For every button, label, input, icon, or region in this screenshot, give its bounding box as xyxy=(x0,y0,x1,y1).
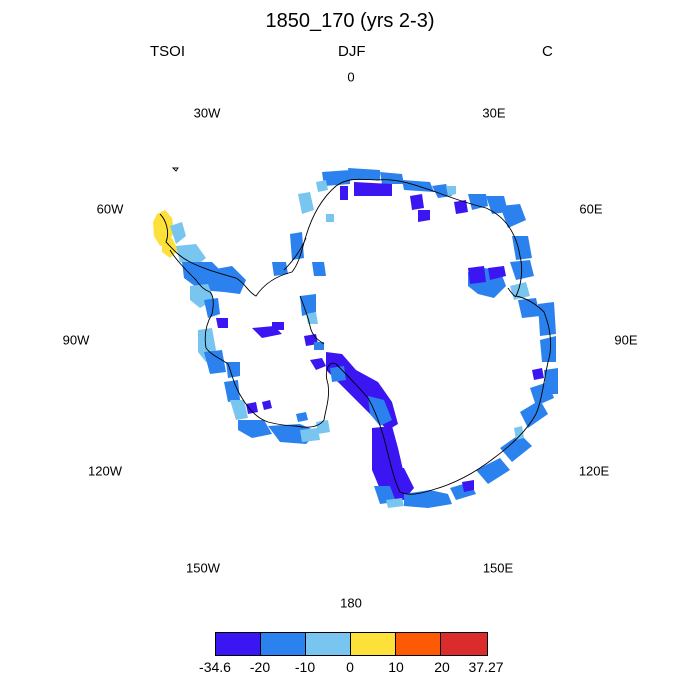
lon-label-30e: 30E xyxy=(482,105,506,121)
lon-label-0: 0 xyxy=(347,69,355,85)
variable-label: TSOI xyxy=(150,43,186,60)
coastline xyxy=(159,167,552,495)
colorbar-label-3: -10 xyxy=(294,659,316,675)
colorbar-label-1: -34.6 xyxy=(199,659,231,675)
plot-title: 1850_170 (yrs 2-3) xyxy=(265,10,435,32)
colorbar-label-4: 0 xyxy=(346,659,354,675)
temperature-cells xyxy=(153,168,558,508)
lon-label-120w: 120W xyxy=(88,463,122,479)
season-label: DJF xyxy=(338,43,366,60)
lon-label-180: 180 xyxy=(340,595,362,611)
lon-label-150w: 150W xyxy=(186,560,220,576)
colorbar-box-6 xyxy=(440,632,488,656)
colorbar-label-2: -20 xyxy=(249,659,271,675)
lon-label-60e: 60E xyxy=(579,201,603,217)
colorbar-box-2 xyxy=(260,632,306,656)
colorbar-box-5 xyxy=(395,632,441,656)
lon-label-90w: 90W xyxy=(62,332,90,348)
lon-label-150e: 150E xyxy=(482,560,514,576)
lon-label-60w: 60W xyxy=(96,201,124,217)
colorbar-box-4 xyxy=(350,632,396,656)
units-label: C xyxy=(542,43,553,60)
lon-label-90e: 90E xyxy=(614,332,638,348)
lon-label-120e: 120E xyxy=(578,463,610,479)
colorbar-label-6: 20 xyxy=(434,659,450,675)
colorbar-box-1 xyxy=(215,632,261,656)
colorbar-label-7: 37.27 xyxy=(468,659,504,675)
colorbar-box-3 xyxy=(305,632,351,656)
lon-label-30w: 30W xyxy=(193,105,221,121)
colorbar-label-5: 10 xyxy=(388,659,404,675)
